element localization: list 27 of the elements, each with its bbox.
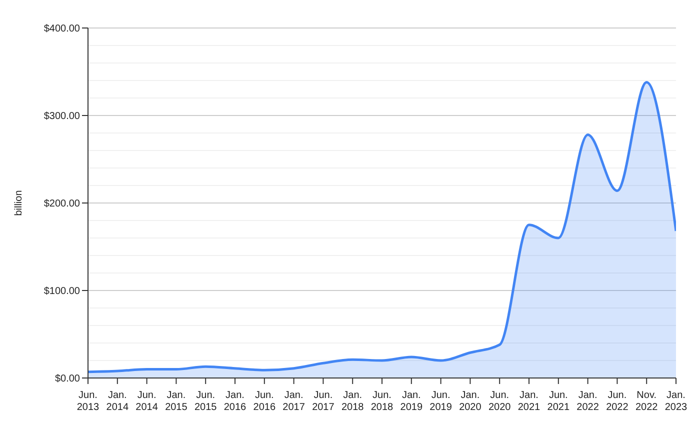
x-tick-label: Jun. 2013: [76, 390, 100, 413]
x-tick-label: Jan. 2019: [400, 390, 423, 413]
x-tick-label: Jun. 2016: [253, 390, 276, 413]
y-tick-label: $100.00: [44, 286, 80, 298]
x-tick-label: Jan. 2022: [576, 390, 600, 413]
x-tick-label: Jan. 2023: [664, 390, 688, 413]
x-tick-label: Jan. 2018: [341, 390, 364, 413]
y-tick-label: $300.00: [44, 111, 80, 122]
x-tick-label: Jun. 2018: [370, 390, 394, 413]
y-tick-label: $0.00: [54, 374, 80, 385]
x-tick-label: Jan. 2014: [106, 390, 129, 413]
x-tick-label: Jun. 2019: [430, 390, 452, 413]
x-tick-label: Jan. 2020: [459, 390, 482, 413]
x-tick-label: Nov. 2022: [635, 390, 658, 413]
x-tick-label: Jan. 2015: [165, 390, 188, 413]
x-tick-label: Jun. 2020: [488, 390, 512, 413]
x-tick-label: Jun. 2021: [547, 390, 570, 413]
x-tick-label: Jun. 2014: [136, 390, 158, 413]
y-tick-label: $200.00: [44, 198, 80, 210]
y-tick-label: $400.00: [44, 24, 80, 35]
x-tick-label: Jan. 2016: [224, 390, 247, 413]
x-tick-label: Jun. 2015: [194, 390, 218, 413]
x-tick-label: Jan. 2017: [282, 390, 306, 413]
x-tick-label: Jun. 2022: [606, 390, 629, 413]
y-axis-title: billion: [14, 190, 25, 216]
x-tick-label: Jun. 2017: [312, 390, 335, 413]
x-tick-label: Jan. 2021: [518, 390, 541, 413]
